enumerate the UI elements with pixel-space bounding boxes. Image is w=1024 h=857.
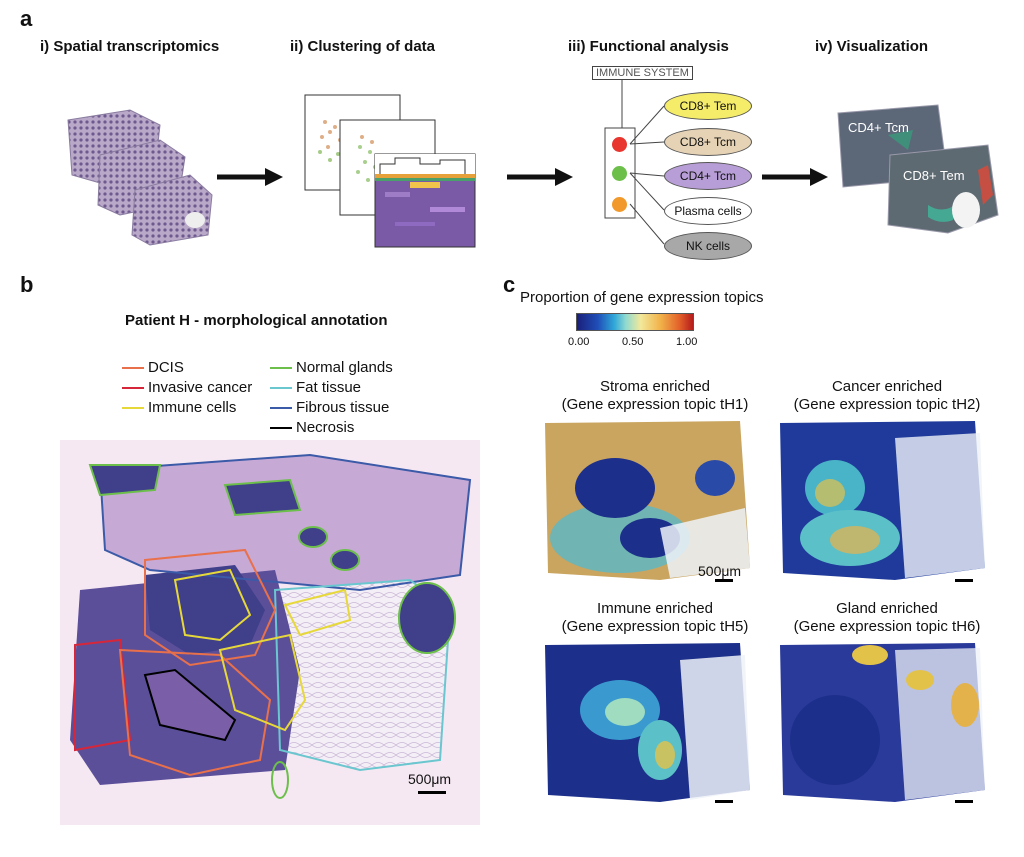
legend-label: Invasive cancer: [148, 379, 253, 396]
map-title-line: (Gene expression topic tH5): [561, 618, 749, 635]
map-title-line: (Gene expression topic tH6): [793, 618, 981, 635]
cluster-dot-red: [612, 137, 627, 152]
legend-swatch-invasive: [122, 387, 144, 389]
map-title-immune: Immune enriched (Gene expression topic t…: [540, 600, 770, 636]
cell-type-cd4-tcm: CD4+ Tcm: [664, 162, 752, 190]
arrow-icon: [507, 168, 573, 186]
colorbar: [576, 313, 694, 331]
map-title-line: Gland enriched: [836, 600, 938, 617]
legend-item-dcis: DCIS: [122, 358, 252, 378]
map-title-line: (Gene expression topic tH2): [793, 396, 981, 413]
immune-system-label: IMMUNE SYSTEM: [592, 66, 693, 80]
scale-bar-c: [955, 800, 973, 803]
legend-swatch-fibrous: [270, 407, 292, 409]
legend-left: DCIS Invasive cancer Immune cells: [122, 358, 252, 418]
arrow-icon: [217, 168, 283, 186]
step-title-visualization: iv) Visualization: [815, 38, 929, 55]
functional-connectors: [604, 80, 665, 245]
legend-label: Immune cells: [148, 399, 237, 416]
map-title-line: Stroma enriched: [599, 378, 711, 395]
colorbar-tick-0: 0.00: [568, 336, 590, 348]
visualization-image: [837, 104, 999, 234]
scale-bar-c: [955, 579, 973, 582]
panel-b-letter: b: [20, 272, 34, 297]
topic-map-gland: [780, 643, 985, 802]
cell-type-plasma: Plasma cells: [664, 197, 752, 225]
legend-item-fibrous: Fibrous tissue: [270, 398, 393, 418]
arrow-icon: [762, 168, 828, 186]
legend-label: Fat tissue: [296, 379, 362, 396]
step-title-clustering: ii) Clustering of data: [290, 38, 436, 55]
legend-label: DCIS: [148, 359, 184, 376]
legend-label: Fibrous tissue: [296, 399, 390, 416]
cluster-dot-orange: [612, 197, 627, 212]
viz-label-cd4-tcm: CD4+ Tcm: [848, 120, 909, 135]
viz-label-cd8-tem: CD8+ Tem: [903, 168, 965, 183]
cell-type-cd8-tcm: CD8+ Tcm: [664, 128, 752, 156]
panel-c-letter: c: [503, 272, 516, 297]
map-title-line: Immune enriched: [597, 600, 713, 617]
legend-item-immune: Immune cells: [122, 398, 252, 418]
scale-bar-c: [715, 579, 733, 582]
map-title-cancer: Cancer enriched (Gene expression topic t…: [772, 378, 1002, 414]
map-title-gland: Gland enriched (Gene expression topic tH…: [772, 600, 1002, 636]
legend-item-invasive: Invasive cancer: [122, 378, 252, 398]
clustering-image: [304, 94, 476, 248]
map-title-stroma: Stroma enriched (Gene expression topic t…: [540, 378, 770, 414]
colorbar-tick-1: 0.50: [622, 336, 644, 348]
he-annotation-image: [60, 440, 480, 825]
map-title-line: (Gene expression topic tH1): [561, 396, 749, 413]
legend-swatch-dcis: [122, 367, 144, 369]
topic-map-stroma: [545, 421, 750, 580]
legend-swatch-immune: [122, 407, 144, 409]
panel-a-letter: a: [20, 6, 33, 31]
map-title-line: Cancer enriched: [831, 378, 943, 395]
legend-swatch-normal: [270, 367, 292, 369]
colorbar-tick-2: 1.00: [676, 336, 698, 348]
step-title-functional: iii) Functional analysis: [568, 38, 729, 55]
scale-label-c: 500μm: [698, 563, 742, 579]
cell-type-nk: NK cells: [664, 232, 752, 260]
legend-swatch-necrosis: [270, 427, 292, 429]
topic-map-cancer: [780, 421, 985, 580]
legend-item-normal: Normal glands: [270, 358, 393, 378]
scale-label-b: 500μm: [408, 771, 452, 787]
legend-item-fat: Fat tissue: [270, 378, 393, 398]
cell-type-cd8-tem: CD8+ Tem: [664, 92, 752, 120]
scale-bar-c: [715, 800, 733, 803]
legend-label: Necrosis: [296, 419, 355, 436]
legend-label: Normal glands: [296, 359, 393, 376]
legend-right: Normal glands Fat tissue Fibrous tissue …: [270, 358, 393, 438]
topic-map-immune: [545, 643, 750, 802]
legend-swatch-fat: [270, 387, 292, 389]
cluster-dot-green: [612, 166, 627, 181]
panel-b-title: Patient H - morphological annotation: [125, 312, 388, 329]
legend-item-necrosis: Necrosis: [270, 418, 393, 438]
scale-bar-b: [418, 791, 446, 794]
step-title-spatial: i) Spatial transcriptomics: [40, 38, 220, 55]
spatial-sections-image: [67, 109, 213, 246]
panel-c-title: Proportion of gene expression topics: [520, 289, 764, 306]
